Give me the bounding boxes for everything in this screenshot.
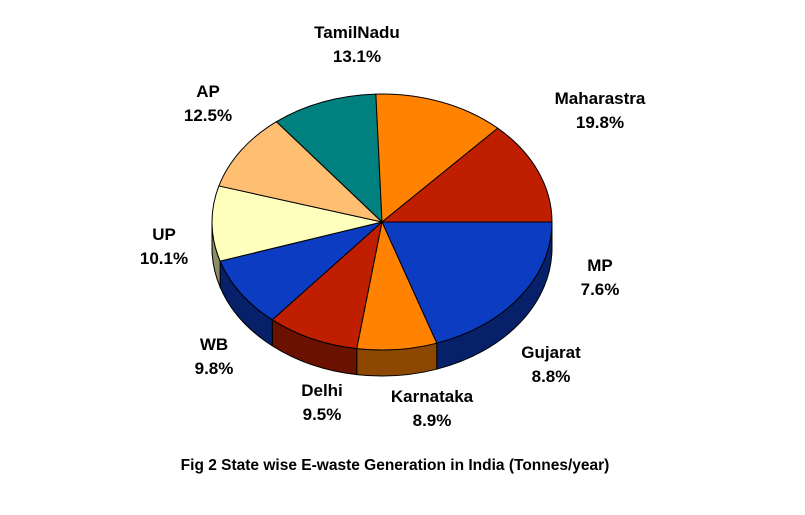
pie-slice-delhi [211, 185, 383, 262]
pie-slice-karnataka [219, 221, 383, 321]
slice-value-karnataka: 8.9% [413, 411, 452, 430]
slice-label-ap: AP [196, 82, 220, 101]
chart-title: Fig 2 State wise E-waste Generation in I… [181, 457, 610, 474]
pie-slice-gujarat [271, 221, 383, 350]
slice-label-up: UP [152, 225, 176, 244]
slice-label-gujarat: Gujarat [521, 343, 581, 362]
pie-tops-layer [211, 93, 553, 351]
slice-value-mp: 7.6% [581, 280, 620, 299]
slice-value-delhi: 9.5% [303, 405, 342, 424]
slice-value-tamilnadu: 13.1% [333, 47, 381, 66]
slice-value-gujarat: 8.8% [532, 367, 571, 386]
slice-label-wb: WB [200, 335, 228, 354]
pie-slice-maharastra [381, 221, 553, 344]
pie-slice-tamilnadu [381, 127, 553, 223]
slice-label-karnataka: Karnataka [391, 387, 474, 406]
slice-label-delhi: Delhi [301, 381, 343, 400]
slice-value-ap: 12.5% [184, 106, 232, 125]
pie-slice-up [275, 93, 383, 223]
slice-label-maharastra: Maharastra [555, 89, 646, 108]
slice-value-maharastra: 19.8% [576, 113, 624, 132]
slice-value-wb: 9.8% [195, 359, 234, 378]
pie-slice-wb [218, 121, 383, 223]
slice-label-tamilnadu: TamilNadu [314, 23, 400, 42]
slice-value-up: 10.1% [140, 249, 188, 268]
pie-slice-ap [375, 93, 499, 223]
pie-sides-layer [211, 221, 553, 377]
slice-label-mp: MP [587, 256, 613, 275]
pie-labels-layer: Maharastra 19.8% MP 7.6% Gujarat 8.8% Karnatak… [140, 23, 646, 430]
